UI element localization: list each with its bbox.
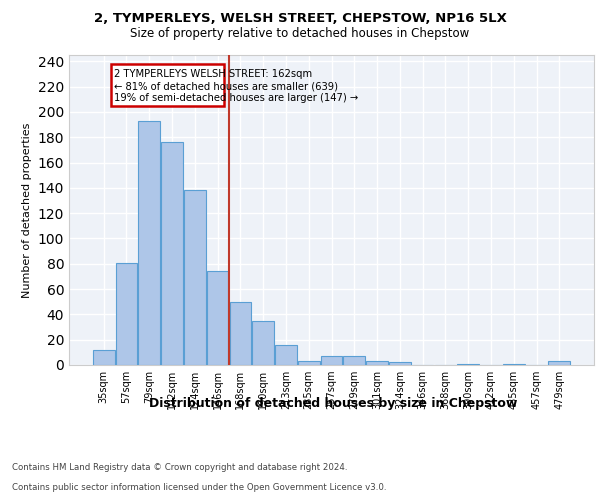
Text: 2, TYMPERLEYS, WELSH STREET, CHEPSTOW, NP16 5LX: 2, TYMPERLEYS, WELSH STREET, CHEPSTOW, N… (94, 12, 506, 26)
FancyBboxPatch shape (110, 64, 224, 106)
Bar (548, 361, 570, 365)
Bar (116, 262, 137, 365)
Bar (207, 272, 229, 365)
Text: Distribution of detached houses by size in Chepstow: Distribution of detached houses by size … (149, 398, 517, 410)
Y-axis label: Number of detached properties: Number of detached properties (22, 122, 32, 298)
Text: Contains HM Land Registry data © Crown copyright and database right 2024.: Contains HM Land Registry data © Crown c… (12, 464, 347, 472)
Bar (343, 356, 365, 365)
Bar (161, 142, 183, 365)
Bar (457, 364, 479, 365)
Bar (320, 356, 343, 365)
Bar (184, 190, 206, 365)
Text: 2 TYMPERLEYS WELSH STREET: 162sqm: 2 TYMPERLEYS WELSH STREET: 162sqm (114, 69, 312, 79)
Bar (298, 361, 320, 365)
Bar (275, 345, 297, 365)
Bar (93, 350, 115, 365)
Text: Contains public sector information licensed under the Open Government Licence v3: Contains public sector information licen… (12, 484, 386, 492)
Bar (503, 364, 524, 365)
Bar (139, 121, 160, 365)
Text: Size of property relative to detached houses in Chepstow: Size of property relative to detached ho… (130, 28, 470, 40)
Bar (253, 320, 274, 365)
Text: ← 81% of detached houses are smaller (639): ← 81% of detached houses are smaller (63… (114, 82, 338, 92)
Text: 19% of semi-detached houses are larger (147) →: 19% of semi-detached houses are larger (… (114, 93, 358, 103)
Bar (366, 361, 388, 365)
Bar (389, 362, 410, 365)
Bar (230, 302, 251, 365)
